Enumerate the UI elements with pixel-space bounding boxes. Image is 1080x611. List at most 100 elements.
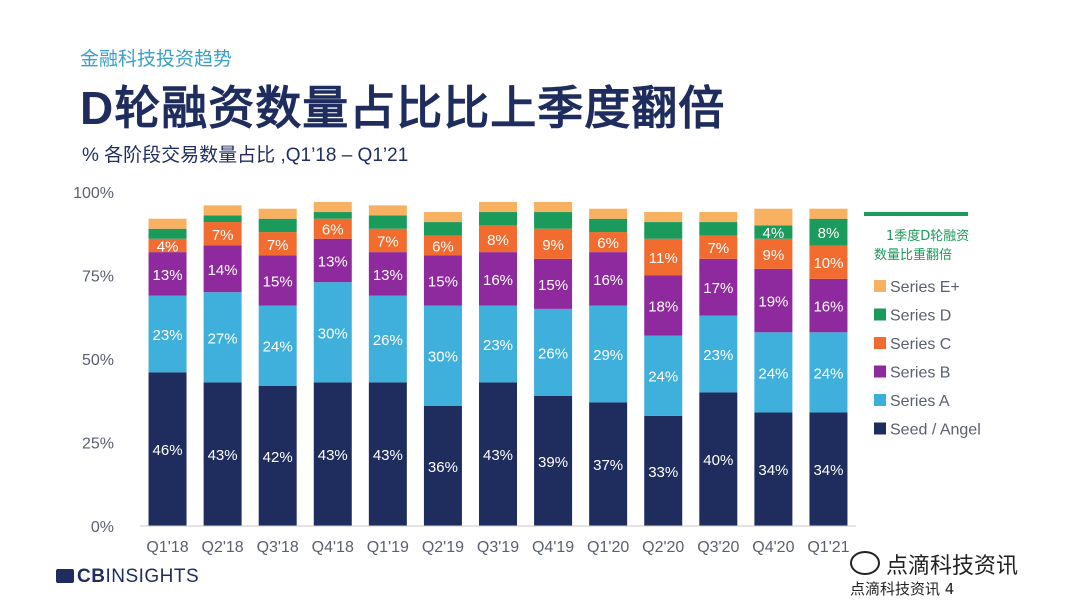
bar-segment-series-a bbox=[423, 305, 462, 406]
bar-segment-series-c bbox=[809, 245, 848, 279]
data-label: 23% bbox=[153, 327, 183, 344]
data-label: 26% bbox=[373, 332, 403, 349]
bar-segment-series-c bbox=[313, 218, 352, 239]
bar-segment-series-e- bbox=[203, 205, 242, 216]
bar-segment-series-d bbox=[754, 225, 793, 239]
topic-label: 金融科技投资趋势 bbox=[80, 49, 233, 70]
logo-bold-text: CB bbox=[77, 566, 106, 587]
y-tick-label: 0% bbox=[91, 519, 114, 536]
data-label: 27% bbox=[208, 330, 238, 347]
bar-segment-series-d bbox=[644, 222, 683, 239]
x-tick-label: Q4'18 bbox=[312, 539, 354, 556]
data-label: 13% bbox=[153, 267, 183, 284]
legend-swatch bbox=[874, 308, 886, 321]
data-label: 4% bbox=[763, 225, 785, 242]
bar-segment-series-b bbox=[589, 252, 628, 306]
bar-segment-series-d bbox=[479, 212, 517, 226]
x-tick-label: Q4'19 bbox=[532, 539, 574, 556]
data-label: 34% bbox=[813, 462, 843, 479]
bar-segment-series-e- bbox=[809, 208, 848, 219]
bar-segment-series-a bbox=[644, 335, 683, 416]
x-tick-label: Q1'20 bbox=[587, 539, 629, 556]
page-title: D轮融资数量占比比上季度翻倍 bbox=[80, 82, 726, 134]
wechat-watermark: 点滴科技资讯 bbox=[850, 548, 1018, 580]
data-label: 17% bbox=[703, 280, 733, 297]
bar-segment-series-c bbox=[203, 222, 242, 246]
data-label: 14% bbox=[208, 262, 238, 279]
bar-segment-series-a bbox=[313, 282, 352, 383]
legend-swatch bbox=[874, 337, 886, 349]
legend-swatch bbox=[874, 365, 886, 378]
annotation-text: 1季度D轮融资 bbox=[886, 228, 969, 244]
chart-subtitle: % 各阶段交易数量占比 ,Q1’18 – Q1’21 bbox=[82, 145, 409, 166]
bar-segment-seed-angel bbox=[203, 382, 242, 526]
x-tick-label: Q3'18 bbox=[257, 539, 299, 556]
y-tick-label: 75% bbox=[82, 269, 114, 286]
data-label: 23% bbox=[483, 337, 513, 354]
bar-segment-series-c bbox=[368, 228, 407, 253]
bar-segment-series-c bbox=[644, 238, 683, 276]
legend-swatch bbox=[874, 394, 886, 406]
data-label: 30% bbox=[428, 349, 458, 366]
data-label: 16% bbox=[593, 272, 623, 289]
data-label: 37% bbox=[593, 457, 623, 474]
bar-segment-series-d bbox=[534, 212, 573, 229]
bar-segment-series-e- bbox=[754, 208, 793, 226]
data-label: 7% bbox=[707, 240, 729, 257]
y-tick-label: 50% bbox=[82, 352, 114, 369]
data-label: 9% bbox=[542, 237, 564, 254]
watermark-text: 点滴科技资讯 bbox=[886, 554, 1019, 579]
bar-segment-series-a bbox=[754, 332, 793, 413]
data-label: 8% bbox=[818, 225, 840, 242]
bar-segment-series-c bbox=[589, 232, 628, 253]
bar-segment-seed-angel bbox=[534, 395, 573, 526]
bar-segment-series-d bbox=[423, 222, 462, 236]
data-label: 4% bbox=[157, 238, 179, 255]
bar-segment-seed-angel bbox=[644, 415, 683, 526]
cbinsights-logo: CBINSIGHTS bbox=[56, 566, 199, 588]
data-label: 43% bbox=[208, 447, 238, 464]
x-tick-label: Q2'19 bbox=[422, 539, 464, 556]
data-label: 40% bbox=[703, 452, 733, 469]
data-label: 13% bbox=[373, 267, 403, 284]
data-label: 43% bbox=[483, 447, 513, 464]
data-label: 26% bbox=[538, 345, 568, 362]
bar-segment-series-a bbox=[809, 332, 848, 413]
bar-segment-series-c bbox=[258, 232, 297, 256]
legend-swatch bbox=[874, 280, 886, 292]
data-label: 19% bbox=[758, 294, 788, 311]
bar-segment-series-a bbox=[479, 305, 517, 383]
data-label: 8% bbox=[487, 232, 509, 249]
bar-segment-series-d bbox=[809, 218, 848, 246]
bar-segment-series-c bbox=[148, 238, 187, 253]
x-tick-label: Q3'20 bbox=[697, 539, 739, 556]
watermark-subtext: 点滴科技资讯 4 bbox=[850, 580, 955, 598]
data-label: 13% bbox=[318, 253, 348, 270]
data-label: 7% bbox=[377, 233, 399, 250]
data-label: 23% bbox=[703, 347, 733, 364]
x-tick-label: Q4'20 bbox=[752, 539, 794, 556]
data-label: 24% bbox=[813, 365, 843, 382]
bar-segment-series-e- bbox=[368, 205, 407, 216]
bar-segment-series-e- bbox=[258, 208, 297, 219]
bar-segment-series-e- bbox=[534, 202, 573, 213]
bar-segment-series-e- bbox=[423, 212, 462, 223]
data-label: 15% bbox=[538, 277, 568, 294]
bar-segment-series-b bbox=[148, 252, 187, 296]
legend-label: Series C bbox=[890, 336, 951, 353]
bar-segment-series-a bbox=[148, 295, 187, 373]
data-label: 39% bbox=[538, 454, 568, 471]
bar-segment-series-b bbox=[258, 255, 297, 306]
logo-light-text: INSIGHTS bbox=[105, 566, 200, 587]
bar-segment-series-a bbox=[258, 305, 297, 386]
data-label: 9% bbox=[763, 247, 785, 264]
bar-segment-series-d bbox=[313, 212, 352, 219]
y-tick-label: 100% bbox=[73, 185, 114, 202]
data-label: 30% bbox=[318, 325, 348, 342]
data-label: 16% bbox=[483, 272, 513, 289]
data-label: 15% bbox=[428, 274, 458, 291]
legend-label: Series D bbox=[890, 308, 951, 325]
annotation-text: 数量比重翻倍 bbox=[874, 247, 952, 263]
data-label: 24% bbox=[758, 365, 788, 382]
